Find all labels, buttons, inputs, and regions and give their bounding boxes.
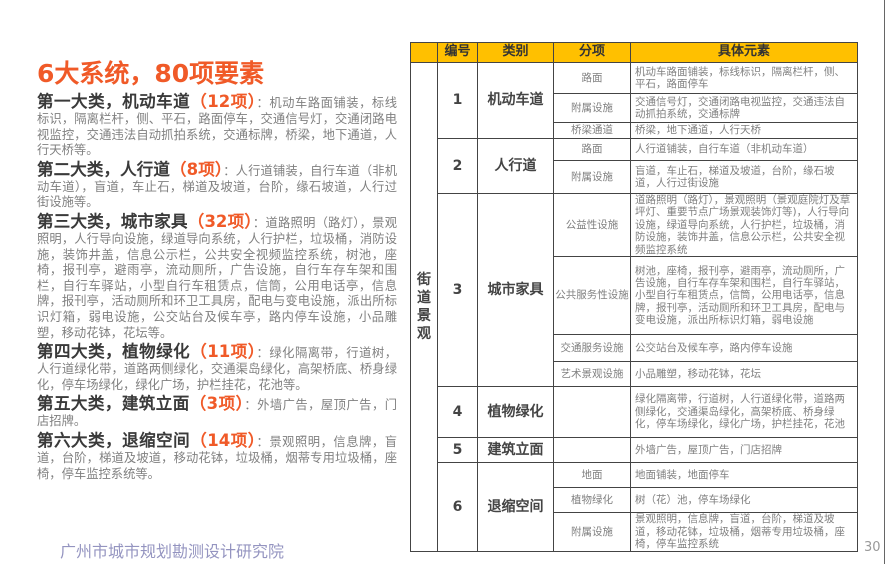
elements-cell: 盲道，车止石，梯道及坡道，台阶，缘石坡道，人行过街设施 bbox=[630, 160, 858, 194]
category-heading: 第二大类，人行道 bbox=[37, 159, 170, 179]
subitem-cell: 附属设施 bbox=[553, 512, 631, 553]
category-cell: 人行道 bbox=[477, 138, 554, 194]
elements-table: 编号 类别 分项 具体元素 街道景观 1 机动车道 路面 机动车路面铺装，标线标识，隔离栏杆，… bbox=[410, 42, 858, 553]
category-section: 第五大类，建筑立面（3项）：外墙广告，屋顶广告，门店招牌。 bbox=[37, 394, 397, 430]
table-row: 艺术景观设施 小品雕塑，移动花钵，花坛 bbox=[411, 361, 858, 388]
elements-cell: 交通信号灯，交通闭路电视监控，交通违法自动抓拍系统，交通标牌 bbox=[630, 93, 858, 123]
subitem-cell: 植物绿化 bbox=[553, 487, 631, 514]
table-row: 公共服务性设施 树池，座椅，报刊亭，避雨亭，流动厕所，广告设施，自行车存车架和围栏… bbox=[411, 256, 858, 336]
category-heading: 第三大类，城市家具 bbox=[37, 211, 188, 231]
category-section: 第三大类，城市家具（32项）：道路照明（路灯），景观照明，人行导向设施，绿道导向… bbox=[37, 212, 397, 341]
table-body: 街道景观 1 机动车道 路面 机动车路面铺装，标线标识，隔离栏杆，侧、平石，路面停车 附属… bbox=[410, 61, 858, 553]
table-row: 附属设施 景观照明，信息牌，盲道，台阶，梯道及坡道，移动花钵，垃圾桶，烟蒂专用垃圾… bbox=[411, 512, 858, 553]
elements-cell: 树（花）池，停车场绿化 bbox=[630, 487, 858, 514]
watermark: 广州市城市规划勘测设计研究院 bbox=[60, 542, 285, 561]
category-count: （11项） bbox=[190, 342, 257, 362]
table-row: 5 建筑立面 外墙广告，屋顶广告，门店招牌 bbox=[411, 437, 858, 464]
table-row: 附属设施 交通信号灯，交通闭路电视监控，交通违法自动抓拍系统，交通标牌 bbox=[411, 93, 858, 123]
category-heading: 第四大类，植物绿化 bbox=[37, 342, 191, 362]
category-count: （3项） bbox=[189, 394, 245, 414]
number-cell: 6 bbox=[437, 462, 478, 553]
table-header bbox=[410, 42, 438, 63]
category-heading: 第五大类，建筑立面 bbox=[37, 394, 190, 414]
subitem-cell bbox=[553, 437, 631, 464]
table-row: 2 人行道 路面 人行道铺装，自行车道（非机动车道） bbox=[411, 138, 858, 194]
category-description: ：人行道铺装，自行车道（非机动车道），盲道，车止石，梯道及坡道，台阶，缘石坡道，… bbox=[37, 163, 398, 210]
category-cell: 机动车道 bbox=[477, 62, 554, 139]
summary-panel: 6大系统，80项要素 第一大类，机动车道（12项）：机动车路面铺装，标线标识，隔… bbox=[37, 58, 397, 483]
category-count: （32项） bbox=[187, 211, 253, 231]
table-header: 具体元素 bbox=[630, 42, 858, 63]
category-heading: 第六大类，退缩空间 bbox=[37, 430, 191, 450]
table-header: 类别 bbox=[477, 42, 554, 63]
elements-cell: 景观照明，信息牌，盲道，台阶，梯道及坡道，移动花钵，垃圾桶，烟蒂专用垃圾桶，座椅… bbox=[630, 512, 858, 553]
category-section: 第四大类，植物绿化（11项）：绿化隔离带，行道树，人行道绿化带，道路两侧绿化，交… bbox=[37, 342, 397, 393]
elements-cell: 桥梁，地下通道，人行天桥 bbox=[630, 122, 858, 139]
subitem-cell: 路面 bbox=[553, 138, 631, 161]
category-description: ：绿化隔离带，行道树，人行道绿化带，道路两侧绿化，交通渠岛绿化，高架桥底、桥身绿… bbox=[37, 346, 397, 392]
table-row: 交通服务设施 公交站台及候车亭，路内停车设施 bbox=[411, 334, 858, 363]
number-cell: 4 bbox=[437, 386, 478, 439]
table-row: 附属设施 盲道，车止石，梯道及坡道，台阶，缘石坡道，人行过街设施 bbox=[411, 160, 858, 194]
category-count: （12项） bbox=[190, 92, 257, 111]
table-row: 3 城市家具 公益性设施 道路照明（路灯），景观照明（景观庭院灯及草坪灯、重要节点广场… bbox=[411, 192, 858, 388]
number-cell: 3 bbox=[437, 192, 478, 388]
category-description: ：外墙广告，屋顶广告，门店招牌。 bbox=[37, 398, 398, 429]
elements-cell: 道路照明（路灯），景观照明（景观庭院灯及草坪灯、重要节点广场景观装饰灯等)，人行… bbox=[630, 192, 858, 258]
table-header: 编号 bbox=[437, 42, 478, 63]
page-number: 30 bbox=[864, 540, 881, 555]
table-header: 分项 bbox=[553, 42, 631, 63]
elements-cell: 绿化隔离带，行道树，人行道绿化带，道路两侧绿化，交通渠岛绿化，高架桥底、桥身绿化… bbox=[630, 386, 858, 439]
table-row: 4 植物绿化 绿化隔离带，行道树，人行道绿化带，道路两侧绿化，交通渠岛绿化，高架桥底… bbox=[411, 386, 858, 439]
frame-border bbox=[884, 0, 885, 564]
category-description: ：道路照明（路灯），景观照明，人行导向设施，绿道导向系统，人行护栏，垃圾桶，消防… bbox=[37, 215, 398, 340]
elements-cell: 小品雕塑，移动花钵，花坛 bbox=[630, 361, 858, 388]
category-description: ：景观照明，信息牌，盲道，台阶，梯道及坡道，移动花钵，垃圾桶，烟蒂专用垃圾桶，座… bbox=[37, 434, 397, 481]
group-cell: 街道景观 bbox=[410, 61, 438, 553]
table-row: 街道景观 1 机动车道 路面 机动车路面铺装，标线标识，隔离栏杆，侧、平石，路面停车 bbox=[410, 61, 858, 553]
category-list: 第一大类，机动车道（12项）：机动车路面铺装，标线标识，隔离栏杆，侧、平石，路面… bbox=[37, 92, 397, 482]
elements-cell: 人行道铺装，自行车道（非机动车道） bbox=[630, 138, 858, 161]
category-section: 第一大类，机动车道（12项）：机动车路面铺装，标线标识，隔离栏杆，侧、平石，路面… bbox=[37, 92, 397, 159]
category-count: （14项） bbox=[190, 430, 257, 450]
table-header-row: 编号 类别 分项 具体元素 bbox=[410, 42, 858, 63]
subitem-cell: 桥梁通道 bbox=[553, 122, 631, 139]
subitem-cell: 公益性设施 bbox=[553, 192, 631, 258]
elements-cell: 树池，座椅，报刊亭，避雨亭，流动厕所，广告设施，自行车存车架和围栏，自行车驿站，… bbox=[630, 256, 858, 336]
category-heading: 第一大类，机动车道 bbox=[37, 92, 191, 111]
category-description: ：机动车路面铺装，标线标识，隔离栏杆，侧、平石，路面停车，交通信号灯，交通闭路电… bbox=[37, 96, 397, 158]
subitem-cell: 艺术景观设施 bbox=[553, 361, 631, 388]
elements-cell: 机动车路面铺装，标线标识，隔离栏杆，侧、平石，路面停车 bbox=[630, 62, 858, 94]
category-cell: 退缩空间 bbox=[477, 462, 554, 553]
elements-cell: 外墙广告，屋顶广告，门店招牌 bbox=[630, 437, 858, 464]
table-row: 6 退缩空间 地面 地面铺装，地面停车 bbox=[411, 462, 858, 553]
subitem-cell: 地面 bbox=[553, 462, 631, 489]
category-section: 第二大类，人行道（8项）：人行道铺装，自行车道（非机动车道），盲道，车止石，梯道… bbox=[37, 160, 397, 211]
elements-cell: 公交站台及候车亭，路内停车设施 bbox=[630, 334, 858, 363]
elements-cell: 地面铺装，地面停车 bbox=[630, 462, 858, 489]
table-row: 桥梁通道 桥梁，地下通道，人行天桥 bbox=[411, 122, 858, 139]
subitem-cell: 附属设施 bbox=[553, 160, 631, 194]
category-count: （8项） bbox=[170, 159, 224, 179]
category-cell: 植物绿化 bbox=[477, 386, 554, 439]
table-row: 植物绿化 树（花）池，停车场绿化 bbox=[411, 487, 858, 514]
page-title: 6大系统，80项要素 bbox=[37, 59, 265, 88]
category-cell: 城市家具 bbox=[477, 192, 554, 388]
number-cell: 1 bbox=[437, 62, 478, 139]
subitem-cell bbox=[553, 386, 631, 439]
subitem-cell: 交通服务设施 bbox=[553, 334, 631, 363]
category-cell: 建筑立面 bbox=[477, 437, 554, 464]
subitem-cell: 公共服务性设施 bbox=[553, 256, 631, 336]
category-section: 第六大类，退缩空间（14项）：景观照明，信息牌，盲道，台阶，梯道及坡道，移动花钵… bbox=[37, 431, 397, 482]
number-cell: 2 bbox=[437, 138, 478, 194]
subitem-cell: 附属设施 bbox=[553, 93, 631, 123]
number-cell: 5 bbox=[437, 437, 478, 464]
subitem-cell: 路面 bbox=[553, 62, 631, 94]
